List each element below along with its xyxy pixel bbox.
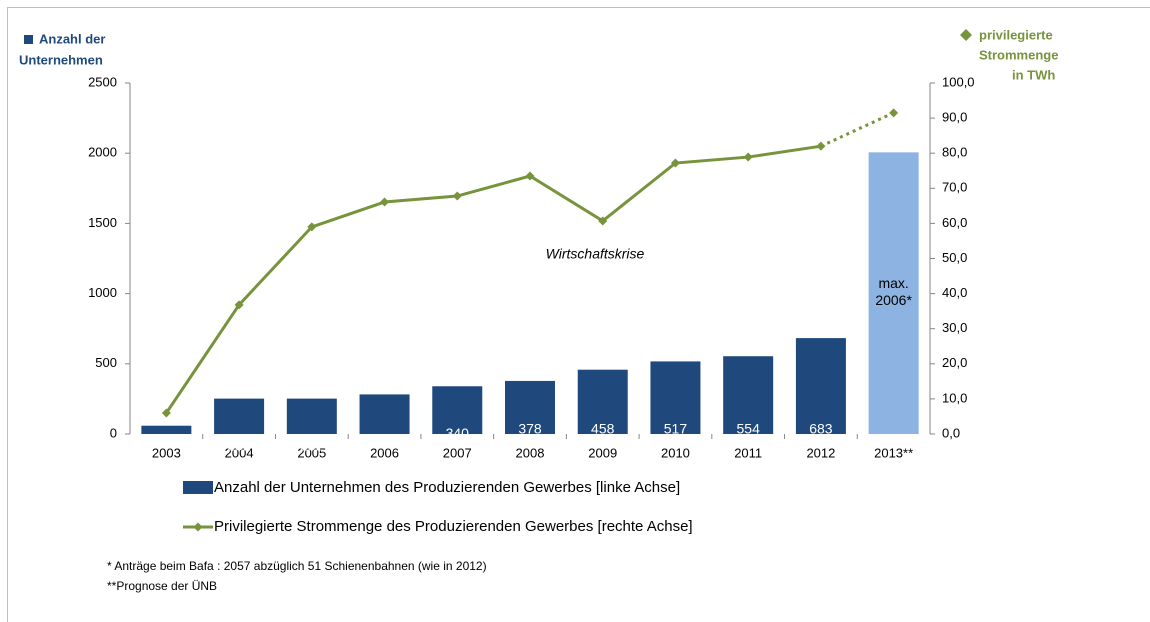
y-label: Unternehmen <box>19 52 103 67</box>
bar <box>650 361 701 434</box>
forecast-line <box>820 111 895 148</box>
bar <box>141 425 192 434</box>
y2-tick-label: 0,0 <box>942 425 960 440</box>
y2-tick-label: 20,0 <box>942 355 967 370</box>
legend-label: Privilegierte Strommenge des Produzieren… <box>214 518 693 535</box>
y2-tick-label: 80,0 <box>942 145 967 160</box>
y2-tick-label: 70,0 <box>942 180 967 195</box>
line-marker <box>743 152 753 162</box>
legend-label: Anzahl der Unternehmen des Produzierende… <box>214 479 680 496</box>
y-label-swatch <box>24 35 33 44</box>
bar-value-label: max. 2006* <box>875 275 912 308</box>
bar <box>214 398 265 434</box>
y2-label: in TWh <box>1012 67 1055 82</box>
y2-label-marker <box>960 29 972 41</box>
footnote: * Anträge beim Bafa : 2057 abzüglich 51 … <box>107 559 487 573</box>
x-tick-label: 2007 <box>443 445 472 460</box>
bar <box>723 356 774 434</box>
y2-tick-label: 90,0 <box>942 110 967 125</box>
bar-value-label: 340 <box>446 425 470 441</box>
bar <box>359 394 410 434</box>
line-marker <box>234 300 244 310</box>
bar <box>505 380 555 434</box>
y2-tick-label: 40,0 <box>942 285 967 300</box>
x-tick-label: 2009 <box>588 445 617 460</box>
line-marker <box>307 222 317 232</box>
line <box>165 144 822 414</box>
line-marker <box>380 197 390 207</box>
y2-label: Strommenge <box>979 47 1058 62</box>
x-tick-label: 2011 <box>734 445 762 460</box>
bar <box>795 338 846 434</box>
y2-tick-label: 50,0 <box>942 250 967 265</box>
bar-value-label: 458 <box>591 421 615 437</box>
bar-value-label: 282 <box>373 433 397 449</box>
x-tick-label: 2008 <box>516 445 545 460</box>
x-tick-label: 2006 <box>370 445 399 460</box>
x-tick-label: 2004 <box>225 445 254 460</box>
annotation: Wirtschaftskrise <box>546 246 645 262</box>
line-marker <box>598 216 608 226</box>
y-tick-label: 1500 <box>88 215 117 230</box>
x-tick-label: 2003 <box>152 445 181 460</box>
line-marker <box>452 191 462 201</box>
y2-tick-label: 30,0 <box>942 320 967 335</box>
bar-value-label: 252 <box>227 437 251 453</box>
x-tick-label: 2005 <box>297 445 326 460</box>
y2-tick-label: 100,0 <box>942 74 975 89</box>
bar-value-label: 59 <box>159 464 175 480</box>
line-marker <box>670 158 680 168</box>
y-tick-label: 500 <box>95 355 117 370</box>
y-tick-label: 2500 <box>88 74 117 89</box>
line-marker <box>889 108 899 118</box>
x-tick-label: 2012 <box>806 445 835 460</box>
y2-tick-label: 60,0 <box>942 215 967 230</box>
bar-value-label: 517 <box>664 421 688 437</box>
line-marker <box>816 141 826 151</box>
bar <box>868 152 919 434</box>
y-tick-label: 1000 <box>88 285 117 300</box>
y-label: Anzahl der <box>39 31 105 46</box>
line-marker <box>525 171 535 181</box>
y-tick-label: 0 <box>110 425 117 440</box>
frame <box>7 7 1150 622</box>
legend-marker <box>193 522 203 532</box>
bar-value-label: 378 <box>518 421 542 437</box>
y2-tick-label: 10,0 <box>942 390 967 405</box>
legend-swatch <box>183 481 213 494</box>
bar <box>432 386 483 434</box>
bar <box>577 369 628 434</box>
x-tick-label: 2013** <box>874 445 913 460</box>
footnote: **Prognose der ÜNB <box>107 579 217 593</box>
bar <box>286 398 337 434</box>
x-tick-label: 2010 <box>661 445 690 460</box>
bar-value-label: 683 <box>809 421 833 437</box>
line-marker <box>161 408 171 418</box>
bar-value-label: 252 <box>300 437 324 453</box>
y2-label: privilegierte <box>979 27 1053 42</box>
y-tick-label: 2000 <box>88 145 117 160</box>
bar-value-label: 554 <box>737 421 761 437</box>
